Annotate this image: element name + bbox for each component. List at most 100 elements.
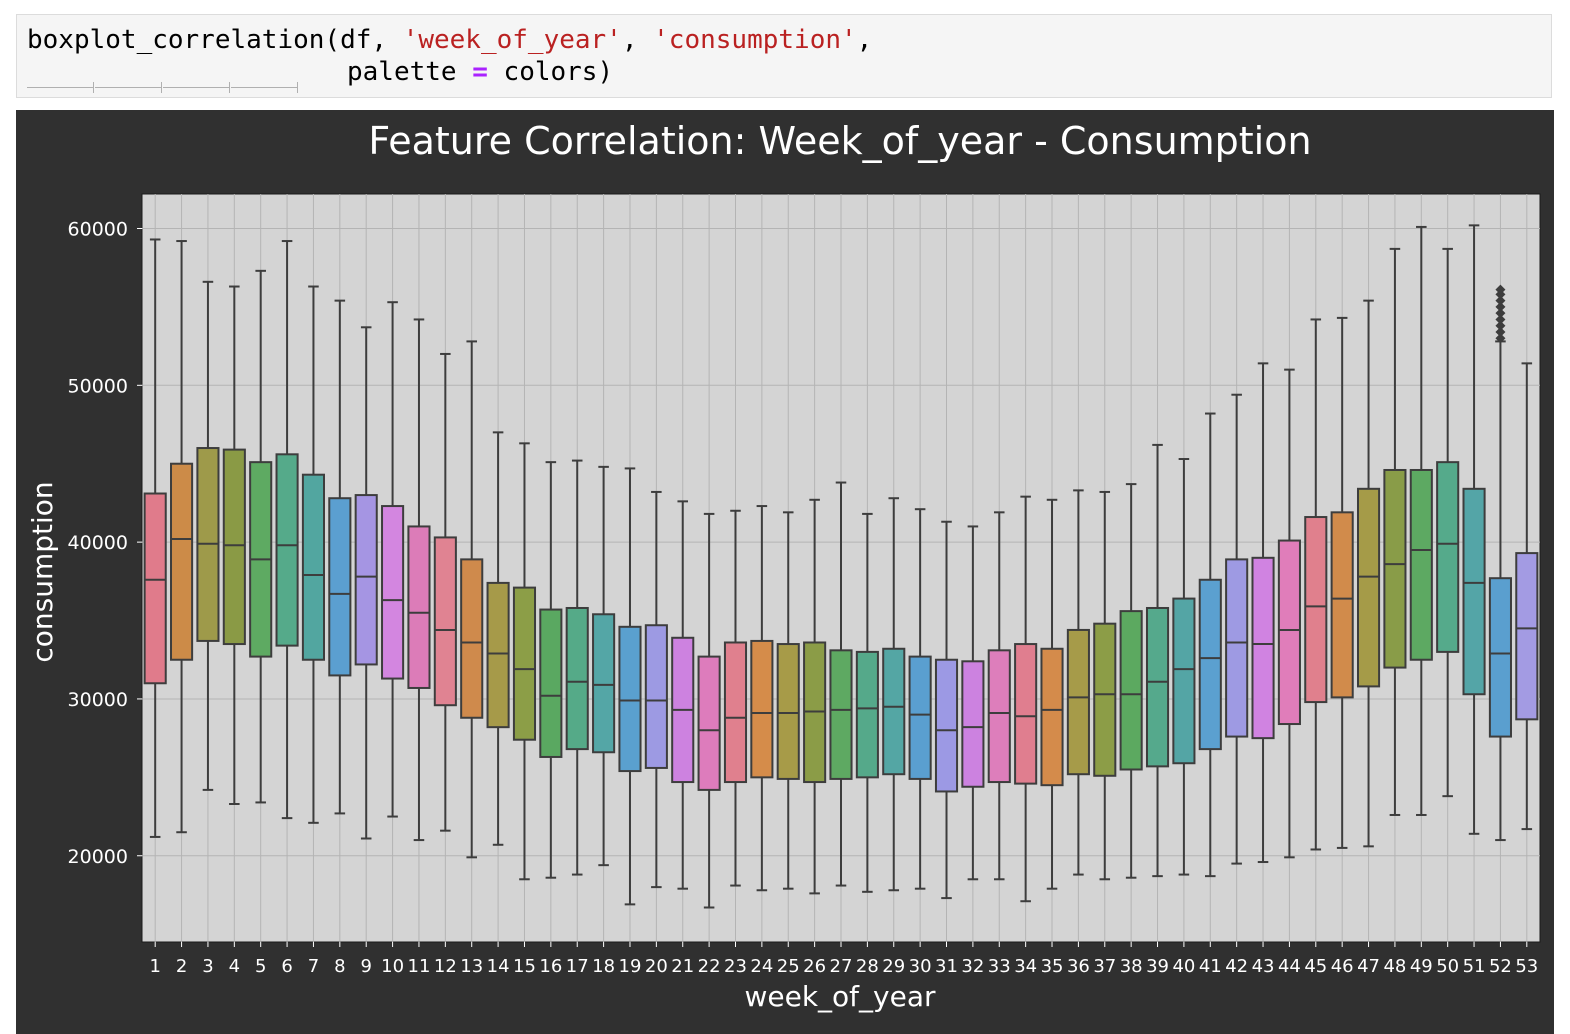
x-tick-label: 37: [1093, 956, 1116, 977]
x-tick-label: 31: [935, 956, 958, 977]
box-iqr: [1198, 578, 1222, 751]
box-week-24: [750, 505, 774, 892]
x-tick-label: 12: [434, 956, 457, 977]
box-week-27: [829, 481, 853, 887]
box-week-49: [1409, 225, 1433, 816]
box-week-12: [433, 352, 457, 832]
x-tick-label: 22: [698, 956, 721, 977]
x-tick-label: 53: [1515, 956, 1538, 977]
box-iqr: [1093, 622, 1117, 777]
code-palette: palette: [347, 57, 473, 87]
box-iqr: [987, 649, 1011, 784]
box-week-22: [697, 512, 721, 909]
x-tick-label: 43: [1252, 956, 1275, 977]
box-iqr: [1515, 552, 1539, 721]
box-iqr: [433, 536, 457, 707]
box-week-20: [644, 490, 668, 889]
box-week-51: [1462, 224, 1486, 835]
box-week-30: [908, 508, 932, 890]
box-iqr: [618, 625, 642, 773]
box-iqr: [961, 660, 985, 788]
box-iqr: [697, 655, 721, 791]
x-tick-label: 18: [592, 956, 615, 977]
box-iqr: [328, 497, 352, 677]
box-iqr: [934, 658, 959, 793]
x-tick-label: 51: [1463, 956, 1486, 977]
box-week-43: [1251, 362, 1275, 864]
x-tick-label: 44: [1278, 956, 1301, 977]
box-iqr: [354, 494, 378, 666]
box-iqr: [829, 649, 853, 780]
outlier-point: [1495, 295, 1506, 306]
box-week-36: [1066, 489, 1090, 876]
x-tick-label: 19: [619, 956, 642, 977]
x-tick-label: 30: [909, 956, 932, 977]
outlier-point: [1495, 301, 1506, 312]
box-iqr: [855, 650, 879, 779]
box-iqr: [1488, 577, 1512, 738]
box-iqr: [1409, 468, 1433, 661]
box-week-40: [1172, 458, 1196, 876]
y-tick-label: 20000: [68, 846, 128, 868]
x-tick-label: 38: [1120, 956, 1143, 977]
x-tick-label: 3: [202, 956, 213, 977]
y-tick-labels: 20000 30000 40000 50000 60000: [68, 218, 142, 868]
x-tick-label: 32: [961, 956, 984, 977]
boxes: [143, 224, 1539, 909]
tab-indent-markers: [27, 82, 298, 93]
chart-output: Feature Correlation: Week_of_year - Cons…: [16, 110, 1554, 1034]
box-week-1: [143, 238, 167, 838]
box-week-6: [275, 240, 299, 820]
box-week-14: [486, 431, 510, 846]
box-week-28: [855, 512, 879, 893]
x-tick-label: 17: [566, 956, 589, 977]
x-tick-label: 41: [1199, 956, 1222, 977]
box-week-25: [776, 511, 800, 890]
x-tick-label: 33: [988, 956, 1011, 977]
box-iqr: [882, 647, 906, 776]
box-iqr: [565, 606, 589, 751]
box-week-47: [1356, 299, 1381, 848]
x-tick-label: 5: [255, 956, 266, 977]
x-tick-label: 21: [671, 956, 694, 977]
box-iqr: [1277, 539, 1301, 726]
x-tick-label: 52: [1489, 956, 1512, 977]
code-cell[interactable]: boxplot_correlation(df, 'week_of_year', …: [16, 14, 1552, 98]
x-tick-label: 14: [487, 956, 510, 977]
box-iqr: [407, 525, 431, 689]
y-tick-label: 40000: [68, 532, 128, 554]
x-tick-label: 40: [1172, 956, 1195, 977]
outlier-point: [1495, 326, 1506, 337]
box-week-46: [1330, 316, 1354, 849]
code-func: boxplot_correlation(df,: [27, 25, 403, 55]
box-week-15: [512, 442, 537, 881]
x-tick-label: 29: [882, 956, 905, 977]
box-iqr: [1436, 461, 1460, 653]
box-week-34: [1014, 495, 1038, 903]
box-iqr: [301, 473, 326, 661]
box-iqr: [460, 558, 484, 719]
box-week-18: [592, 465, 616, 867]
box-week-44: [1277, 368, 1301, 859]
x-tick-label: 13: [460, 956, 483, 977]
x-tick-label: 16: [539, 956, 562, 977]
box-iqr: [1145, 606, 1170, 768]
x-tick-label: 46: [1331, 956, 1354, 977]
code-line-1: boxplot_correlation(df, 'week_of_year', …: [27, 25, 872, 55]
x-tick-label: 1: [149, 956, 160, 977]
box-week-38: [1119, 483, 1143, 879]
code-sep: ,: [621, 25, 654, 55]
x-tick-label: 34: [1014, 956, 1037, 977]
box-iqr: [275, 453, 299, 647]
box-week-50: [1436, 247, 1460, 798]
x-axis-label: week_of_year: [744, 980, 936, 1013]
box-iqr: [1383, 468, 1407, 669]
box-iqr: [1462, 487, 1486, 696]
box-iqr: [170, 462, 194, 661]
code-equals: =: [472, 57, 488, 87]
box-week-31: [934, 520, 959, 900]
x-tick-label: 49: [1410, 956, 1433, 977]
box-iqr: [1225, 558, 1249, 738]
box-iqr: [222, 448, 246, 646]
box-iqr: [1356, 487, 1381, 688]
